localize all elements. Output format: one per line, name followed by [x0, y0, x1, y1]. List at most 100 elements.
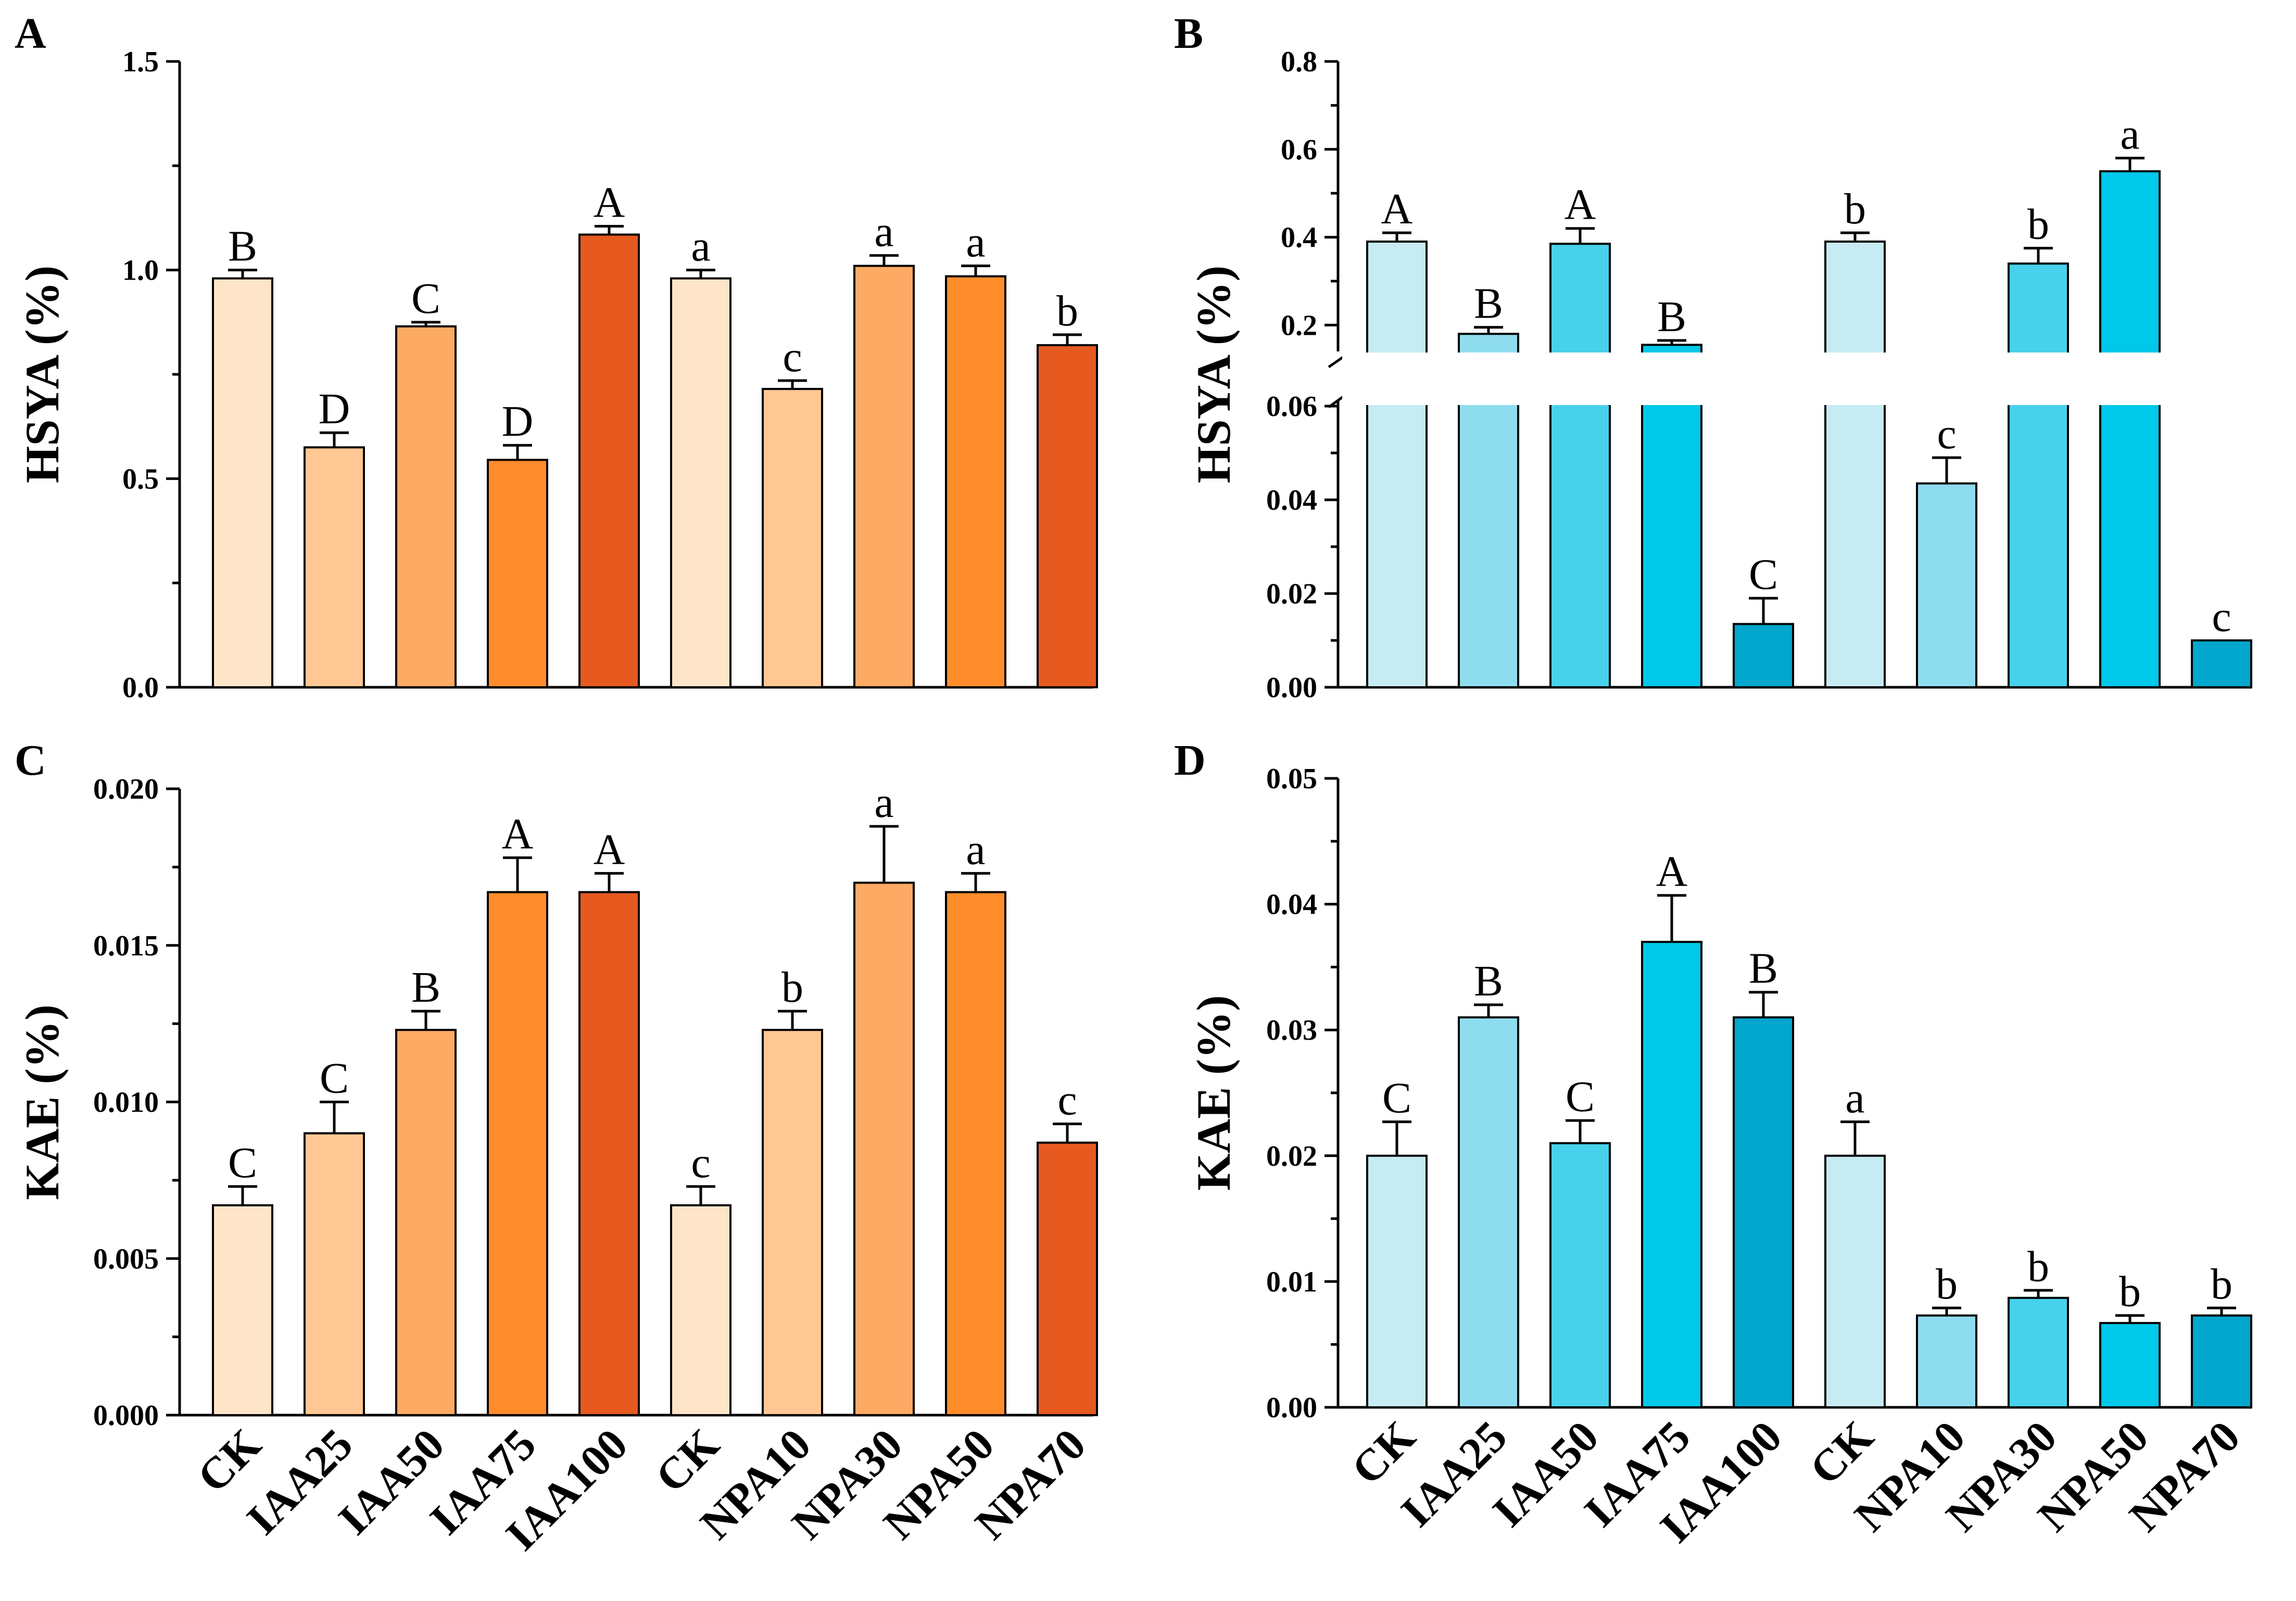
bar [1824, 241, 1886, 688]
significance-label: a [874, 208, 893, 256]
y-tick-label: 0.06 [1266, 390, 1317, 423]
significance-label: D [502, 397, 534, 446]
bar [1641, 941, 1702, 1408]
bar [1037, 1141, 1098, 1417]
significance-label: C [1749, 550, 1778, 599]
y-tick-label: 0.5 [122, 463, 159, 495]
y-tick-label: 0.005 [93, 1243, 159, 1275]
significance-label: c [1057, 1076, 1077, 1125]
bar [395, 325, 457, 688]
bar [1549, 243, 1611, 688]
bar [945, 891, 1006, 1416]
bar [1733, 1016, 1794, 1409]
bar [670, 277, 731, 688]
significance-label: C [320, 1054, 349, 1103]
significance-label: A [502, 810, 534, 858]
panel-letter: C [15, 736, 46, 785]
bar [2008, 262, 2069, 689]
y-tick-label: 0.03 [1266, 1014, 1317, 1047]
significance-label: C [411, 274, 440, 323]
bar [1458, 1016, 1519, 1409]
significance-label: D [319, 385, 350, 433]
significance-label: a [966, 218, 985, 267]
bar [212, 1204, 273, 1417]
y-tick-label: 0.8 [1281, 46, 1317, 78]
y-tick-label: 1.0 [122, 255, 159, 287]
panel-letter: D [1174, 736, 1206, 785]
significance-label: a [691, 222, 710, 271]
significance-label: B [1657, 293, 1686, 341]
significance-label: B [1474, 280, 1503, 328]
bar [578, 891, 640, 1416]
panel-a: A HSYA (%) 0.0 0.5 1.0 1.5 B D C D Aa c a a b [15, 9, 1098, 704]
bar [2191, 639, 2252, 688]
significance-label: C [1382, 1074, 1411, 1123]
significance-label: A [594, 179, 625, 227]
bar [2099, 1322, 2161, 1408]
significance-label: c [783, 333, 802, 381]
panel-c: C KAE (%) 0.000 0.005 0.010 0.015 0.020 C C B A Ac b… [15, 736, 1098, 1560]
significance-label: b [1844, 185, 1866, 233]
bar [1366, 1154, 1428, 1409]
y-tick-label: 0.00 [1266, 672, 1317, 704]
bar [762, 388, 823, 688]
y-axis-title: KAE (%) [16, 1004, 69, 1200]
significance-label: B [1749, 944, 1778, 993]
bar [853, 881, 915, 1416]
significance-label: a [2120, 110, 2139, 159]
panel-letter: A [15, 9, 46, 58]
significance-label: C [1566, 1073, 1595, 1121]
y-tick-label: 0.2 [1281, 309, 1317, 342]
significance-label: a [966, 825, 985, 874]
y-tick-label: 0.0 [122, 672, 159, 704]
panel-letter: B [1174, 9, 1203, 58]
x-category-label: IAA25 [237, 1419, 362, 1544]
bar [304, 1132, 365, 1416]
y-tick-label: 0.05 [1266, 763, 1317, 795]
significance-label: b [2119, 1268, 2141, 1316]
significance-label: A [594, 825, 625, 874]
bar [853, 264, 915, 688]
bar [670, 1204, 731, 1417]
x-category-label: IAA25 [1391, 1411, 1516, 1536]
y-tick-label: 0.4 [1281, 222, 1317, 254]
significance-label: b [1056, 287, 1078, 335]
significance-label: A [1381, 185, 1413, 233]
bar [578, 233, 640, 688]
y-tick-label: 0.01 [1266, 1266, 1317, 1298]
axis-break-gap [1342, 352, 2256, 405]
significance-label: a [1845, 1074, 1864, 1123]
y-tick-label: 0.02 [1266, 578, 1317, 610]
bar [2191, 1314, 2252, 1409]
significance-label: b [2211, 1260, 2232, 1308]
bar [1824, 1154, 1886, 1409]
significance-label: A [1565, 181, 1596, 229]
x-category-label: IAA50 [1483, 1411, 1608, 1536]
y-axis-title: HSYA (%) [1187, 266, 1240, 483]
y-tick-label: 0.000 [93, 1400, 159, 1432]
bar [1037, 344, 1098, 688]
bar [2099, 170, 2161, 688]
y-tick-label: 0.020 [93, 773, 159, 805]
bar [304, 446, 365, 688]
y-tick-label: 0.015 [93, 930, 159, 962]
significance-label: B [228, 222, 257, 271]
bar [212, 277, 273, 688]
significance-label: A [1656, 848, 1688, 896]
panel-d: D KAE (%) 0.00 0.01 0.02 0.03 0.04 0.05 C B C A Ba b b… [1174, 736, 2252, 1552]
significance-label: B [411, 963, 440, 1012]
significance-label: B [1474, 957, 1503, 1005]
y-axis-title: HSYA (%) [16, 266, 69, 483]
y-tick-label: 0.02 [1266, 1140, 1317, 1173]
bar [2008, 1296, 2069, 1409]
y-tick-label: 0.010 [93, 1087, 159, 1119]
bar [1916, 482, 1977, 688]
y-tick-label: 0.04 [1266, 889, 1317, 921]
y-tick-label: 0.6 [1281, 134, 1317, 166]
significance-label: C [228, 1139, 257, 1187]
significance-label: b [2027, 1242, 2049, 1291]
bar [1366, 241, 1428, 688]
significance-label: c [1937, 410, 1956, 458]
significance-label: b [781, 963, 803, 1012]
